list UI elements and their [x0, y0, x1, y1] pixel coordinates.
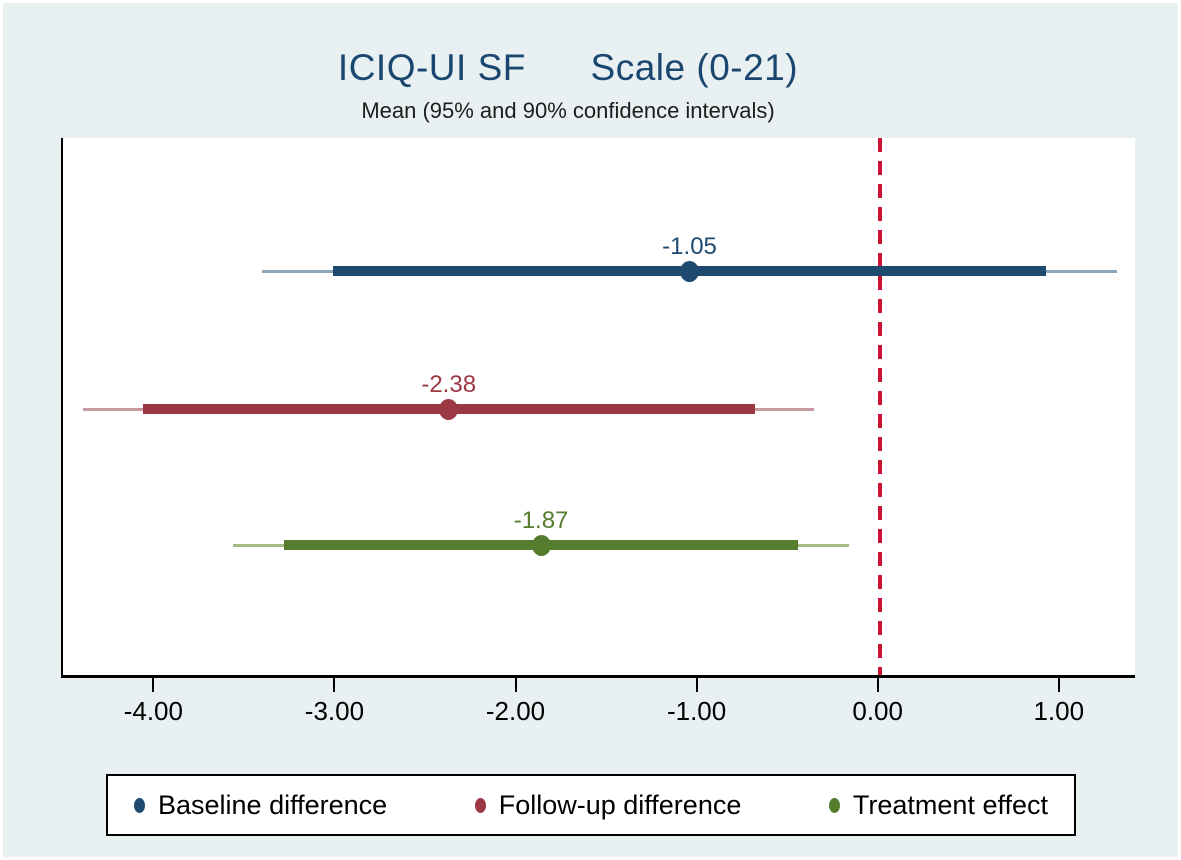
x-tick-label: -4.00: [123, 696, 183, 726]
mean-value-label-treatment-effect: -1.87: [513, 507, 569, 534]
legend-marker-follow-up-difference-icon: [474, 797, 486, 813]
mean-value-label-follow-up-difference: -2.38: [421, 371, 477, 398]
legend-item-follow-up-difference: Follow-up difference: [474, 789, 742, 821]
plot-area: -1.05 -2.38 -1.87: [61, 138, 1135, 678]
x-tick-label: 1.00: [1033, 696, 1085, 726]
x-tick: [695, 678, 698, 692]
header: ICIQ-UI SF Scale (0-21) Mean (95% and 90…: [3, 47, 1133, 124]
mean-dot-treatment-effect: [531, 534, 551, 556]
mean-value-label-baseline-difference: -1.05: [662, 233, 717, 260]
zero-reference-line: [877, 138, 882, 675]
x-tick: [152, 678, 155, 692]
legend-label-baseline-difference: Baseline difference: [158, 789, 388, 820]
mean-dot-follow-up-difference: [439, 398, 459, 420]
x-tick: [1057, 678, 1060, 692]
legend-label-follow-up-difference: Follow-up difference: [498, 789, 742, 820]
chart-subtitle: Mean (95% and 90% confidence intervals): [361, 98, 775, 123]
legend-label-treatment-effect: Treatment effect: [852, 789, 1048, 820]
legend-marker-baseline-difference-icon: [134, 797, 145, 813]
x-tick-label: 0.00: [852, 696, 903, 726]
x-tick: [876, 678, 879, 692]
x-tick-label: -1.00: [666, 696, 727, 726]
chart-title: ICIQ-UI SF Scale (0-21): [337, 47, 799, 88]
legend-item-treatment-effect: Treatment effect: [828, 789, 1048, 821]
x-tick-label: -3.00: [304, 696, 365, 726]
x-tick-label: -2.00: [485, 696, 546, 726]
legend-item-baseline-difference: Baseline difference: [134, 790, 387, 821]
mean-dot-baseline-difference: [680, 260, 700, 282]
x-tick: [514, 678, 517, 692]
legend-marker-treatment-effect-icon: [828, 797, 840, 813]
x-tick: [333, 678, 336, 692]
x-axis: -4.00 -3.00 -2.00 -1.00 0.00 1.00: [61, 675, 1133, 735]
legend: Baseline difference Follow-up difference T…: [106, 774, 1076, 836]
